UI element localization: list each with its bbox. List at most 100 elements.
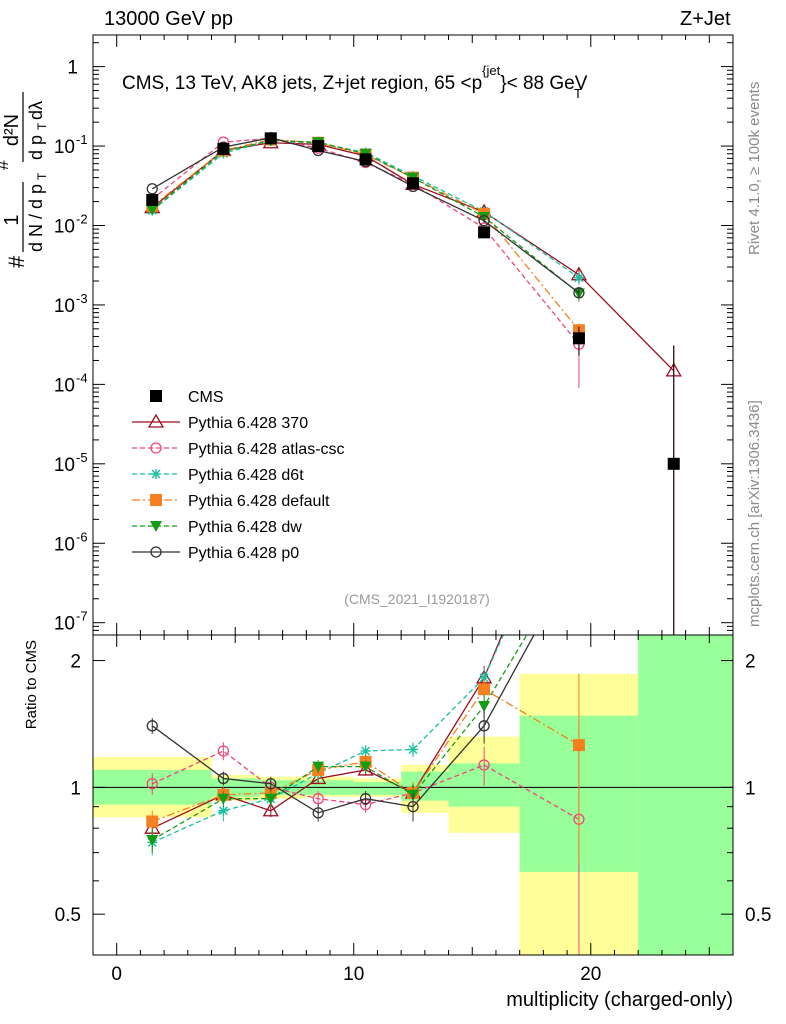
- y-tick-label: 1: [67, 58, 78, 79]
- y-tick-label: 10: [54, 137, 75, 158]
- data-point: [407, 177, 419, 190]
- ratio-point-p0: [407, 800, 419, 813]
- y-label-frac1-num: 1: [1, 214, 23, 225]
- ratio-point-d6t: [574, 461, 584, 471]
- series-line-dw: [151, 139, 580, 294]
- ratio-point-dw: [146, 835, 159, 847]
- ratio-point-default: [146, 815, 159, 828]
- ratio-point-default: [478, 683, 491, 696]
- legend-marker-default: [150, 494, 162, 506]
- ratio-y-tick-label: 1: [70, 778, 81, 799]
- ratio-y-axis-label: Ratio to CMS: [23, 640, 40, 729]
- ratio-line-dw: [151, 635, 528, 841]
- series-point-p0: [573, 287, 585, 299]
- legend-marker-p0: [150, 546, 162, 558]
- ratio-frame: [92, 634, 734, 956]
- y-tick-label-exp: -4: [76, 370, 88, 385]
- data-point: [572, 332, 585, 345]
- legend-marker-atlas-csc: [150, 442, 162, 454]
- ratio-point-p0: [217, 772, 230, 785]
- x-axis-label: multiplicity (charged-only): [506, 989, 733, 1011]
- ratio-point-atlas-csc: [478, 759, 490, 771]
- y-label-frac2-den-sub: T: [35, 122, 49, 130]
- ratio-point-d6t: [408, 744, 418, 755]
- legend-marker-d6t: [151, 469, 161, 479]
- ratio-series: [144, 444, 586, 955]
- ratio-line-atlas-csc: [151, 750, 580, 820]
- ratio-point-atlas-csc: [312, 793, 324, 805]
- data-point: [478, 226, 491, 239]
- y-label-hash: #: [4, 255, 29, 268]
- ratio-point-p0: [312, 807, 324, 819]
- legend-label: Pythia 6.428 p0: [188, 545, 299, 562]
- ratio-line-d6t: [151, 635, 504, 844]
- legend-entry: Pythia 6.428 default: [132, 493, 330, 510]
- y-label-hash-2: #: [0, 160, 12, 170]
- ratio-y-tick-label-right: 2: [745, 652, 756, 673]
- data-point: [264, 132, 277, 145]
- series-point-dw: [478, 211, 491, 223]
- data-point: [217, 142, 230, 155]
- ratio-point-atlas-csc: [146, 778, 158, 790]
- y-tick-label-exp: -2: [76, 211, 88, 226]
- y-label-frac2-den-tail: dλ: [26, 101, 46, 120]
- y-tick-label: 10: [54, 375, 75, 396]
- legend-entry: Pythia 6.428 p0: [132, 545, 299, 562]
- axis-labels: CMS, 13 TeV, AK8 jets, Z+jet region, 65 …: [0, 63, 733, 1011]
- data-point: [667, 457, 680, 470]
- ratio-point-dw: [359, 761, 372, 773]
- y-tick-label: 10: [54, 216, 75, 237]
- legend-entry: Pythia 6.428 370: [132, 413, 308, 432]
- series-point-d6t: [573, 272, 584, 283]
- ratio-point-370: [572, 444, 586, 456]
- y-label-frac2-num: d²N: [1, 114, 23, 146]
- main-series: [144, 132, 682, 635]
- ratio-y-tick-label: 0.5: [55, 905, 81, 926]
- legend-entry: Pythia 6.428 d6t: [132, 467, 304, 484]
- legend-label: Pythia 6.428 370: [188, 415, 308, 432]
- ratio-y-tick-label: 2: [70, 652, 81, 673]
- chart-title: CMS, 13 TeV, AK8 jets, Z+jet region, 65 …: [122, 63, 588, 94]
- legend-label: Pythia 6.428 dw: [188, 519, 302, 536]
- data-point: [312, 140, 325, 153]
- band-inner: [638, 635, 733, 955]
- legend-label: Pythia 6.428 d6t: [188, 467, 304, 484]
- series-line-p0: [151, 137, 580, 294]
- ratio-point-370: [262, 802, 279, 817]
- y-tick-label-exp: -1: [76, 132, 88, 147]
- legend: CMS Pythia 6.428 370 Pythia 6.428 atlas-cs…: [132, 389, 345, 562]
- series-point-p0: [146, 183, 158, 195]
- ratio-point-d6t: [218, 805, 229, 816]
- ratio-point-d6t: [360, 745, 371, 756]
- series-point-dw: [146, 204, 159, 216]
- y-tick-label-exp: -3: [76, 291, 88, 306]
- y-tick-label: 10: [54, 534, 75, 555]
- ratio-point-dw: [573, 543, 585, 554]
- legend-label: Pythia 6.428 atlas-csc: [188, 441, 345, 458]
- x-tick-label: 10: [343, 964, 364, 985]
- series-line-default: [151, 138, 580, 331]
- y-label-frac1-den-sub: T: [35, 172, 49, 180]
- ratio-point-p0: [146, 720, 158, 732]
- ratio-point-dw: [217, 793, 230, 805]
- series-point-p0: [478, 215, 490, 227]
- header-right: Z+Jet: [680, 8, 731, 30]
- legend-entry: Pythia 6.428 atlas-csc: [132, 441, 345, 458]
- ratio-point-p0: [265, 778, 277, 790]
- legend-label: Pythia 6.428 default: [188, 493, 330, 510]
- ratio-point-p0: [359, 793, 372, 805]
- ratio-point-default: [572, 739, 585, 752]
- ratio-point-dw: [264, 793, 277, 805]
- y-tick-label-exp: -5: [76, 450, 88, 465]
- data-point: [359, 153, 372, 166]
- ratio-y-tick-label-right: 0.5: [745, 905, 771, 926]
- y-label-frac2-den: d p: [26, 135, 46, 160]
- ratio-point-p0: [478, 720, 490, 732]
- y-tick-label-exp: -7: [76, 609, 88, 624]
- ratio-point-p0: [574, 548, 584, 558]
- legend-marker-data: [150, 390, 162, 402]
- ratio-point-370: [357, 761, 374, 776]
- x-tick-label: 20: [580, 964, 601, 985]
- y-label-frac1-den: d N / d p: [26, 184, 46, 252]
